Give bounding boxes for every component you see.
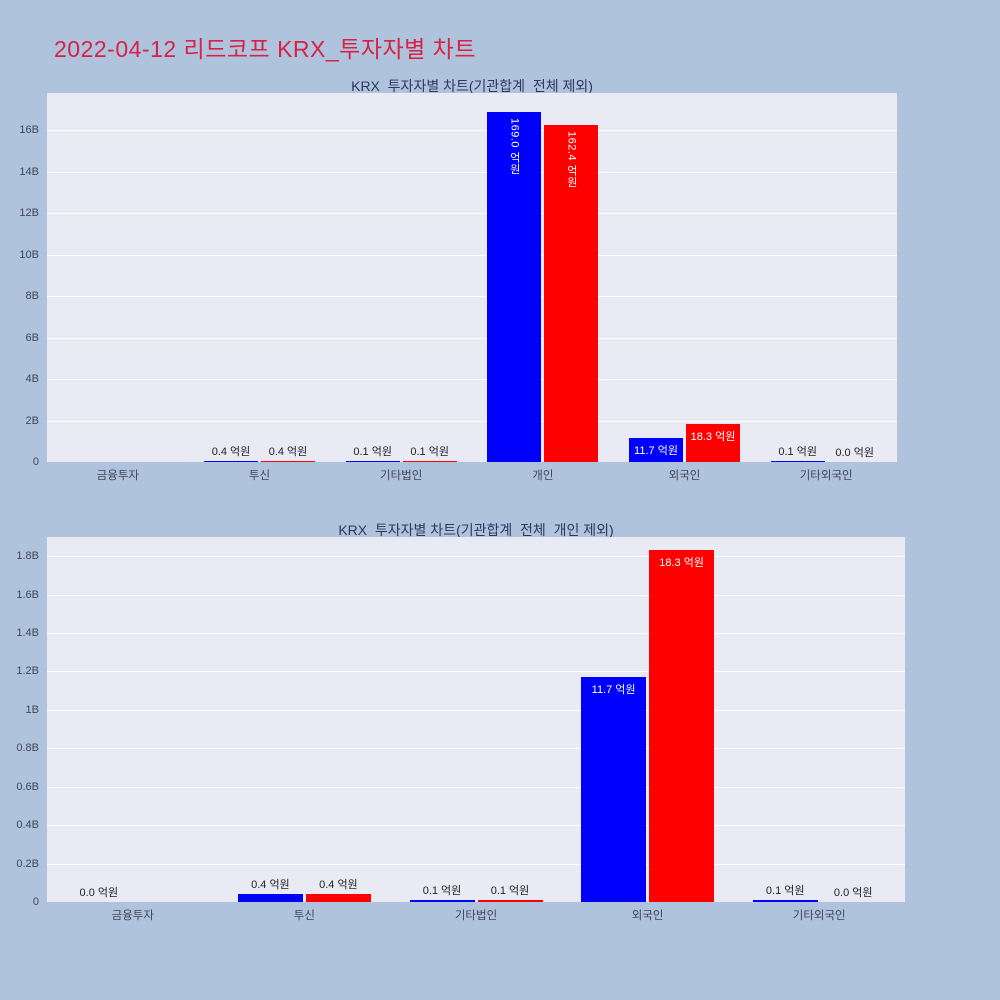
bar-value-label: 18.3 억원 xyxy=(690,431,736,444)
grid-line xyxy=(47,337,897,339)
bar-value-label: 18.3 억원 xyxy=(659,557,704,570)
x-category-label: 금융투자 xyxy=(111,910,154,922)
bar-blue-외국인 xyxy=(629,437,683,462)
grid-line xyxy=(47,296,897,298)
bar-value-label: 0.4 억원 xyxy=(211,445,251,458)
bar-value-label: 0.1 억원 xyxy=(490,885,530,898)
bar-value-label: 169.0 억원 xyxy=(508,117,521,175)
bar-value-label: 0.1 억원 xyxy=(765,885,805,898)
x-category-label: 기타법인 xyxy=(379,470,423,482)
x-category-label: 기타법인 xyxy=(454,910,498,922)
y-tick-label: 1.4B xyxy=(16,627,39,640)
grid-line xyxy=(47,825,905,827)
bar-value-label: 0.1 억원 xyxy=(353,445,392,458)
x-category-label: 투신 xyxy=(293,910,315,922)
bar-blue-기타법인 xyxy=(409,900,475,902)
page-title: 2022-04-12 리드코프 KRX_투자자별 차트 xyxy=(54,36,477,62)
x-category-label: 외국인 xyxy=(668,470,701,482)
bar-value-label: 11.7 억원 xyxy=(634,444,678,457)
chart-top-title: KRX_투자자별 차트(기관합계_전체 제외) xyxy=(351,78,593,94)
x-category-label: 기타외국인 xyxy=(792,910,846,922)
x-category-label: 기타외국인 xyxy=(799,470,853,482)
bar-blue-기타외국인 xyxy=(752,900,818,902)
bar-value-label: 0.4 억원 xyxy=(319,879,358,892)
grid-line xyxy=(47,213,897,215)
bar-blue-기타외국인 xyxy=(770,460,825,462)
bar-value-label: 0.1 억원 xyxy=(422,885,462,898)
bar-value-label: 0.0 억원 xyxy=(835,447,874,459)
bar-blue-개인 xyxy=(487,111,542,462)
bar-blue-투신 xyxy=(204,460,258,462)
x-category-label: 외국인 xyxy=(631,910,664,922)
bar-red-외국인 xyxy=(686,424,740,462)
y-tick-label: 0.4B xyxy=(16,819,39,832)
y-tick-label: 1.8B xyxy=(16,550,39,563)
grid-line xyxy=(47,709,905,711)
bar-value-label: 0.4 억원 xyxy=(251,879,290,892)
bar-red-기타법인 xyxy=(477,900,543,902)
bar-red-투신 xyxy=(261,460,315,462)
bar-value-label: 0.4 억원 xyxy=(268,445,308,458)
bar-red-외국인 xyxy=(649,550,715,902)
bar-blue-외국인 xyxy=(581,677,647,902)
chart-top-plot-area: 0.4 억원 0.4 억원 0.1 억원 0.1 억원 169.0 억원 162.4 억원… xyxy=(47,93,897,462)
bar-blue-기타법인 xyxy=(345,460,400,462)
grid-line xyxy=(47,786,905,788)
y-tick-label: 6B xyxy=(25,331,39,344)
grid-line xyxy=(47,863,905,865)
y-tick-label: 0.2B xyxy=(16,857,39,870)
x-category-label: 개인 xyxy=(532,470,554,482)
y-tick-label: 4B xyxy=(25,373,39,386)
y-tick-label: 8B xyxy=(25,290,39,303)
grid-line xyxy=(47,748,905,750)
grid-line xyxy=(47,130,897,132)
bar-value-label: 0.0 억원 xyxy=(79,887,119,899)
y-tick-label: 0 xyxy=(32,896,39,908)
bar-blue-투신 xyxy=(237,894,303,902)
y-tick-label: 1B xyxy=(25,703,39,716)
y-tick-label: 1.2B xyxy=(16,665,39,678)
x-category-label: 금융투자 xyxy=(96,470,139,482)
grid-line xyxy=(47,633,905,635)
y-tick-label: 10B xyxy=(19,248,39,261)
y-tick-label: 0 xyxy=(32,456,39,468)
grid-line xyxy=(47,556,905,558)
bar-value-label: 162.4 억원 xyxy=(565,131,578,188)
bar-red-투신 xyxy=(305,894,371,902)
y-tick-label: 0.6B xyxy=(16,780,39,793)
grid-line xyxy=(47,254,897,256)
bar-value-label: 11.7 억원 xyxy=(591,684,636,697)
bar-red-개인 xyxy=(544,125,599,462)
y-tick-label: 0.8B xyxy=(16,742,39,755)
x-category-label: 투신 xyxy=(248,470,271,482)
grid-line xyxy=(47,171,897,173)
y-tick-label: 14B xyxy=(19,165,39,178)
y-tick-label: 16B xyxy=(19,124,39,137)
chart-bottom-title: KRX_투자자별 차트(기관합계_전체_개인 제외) xyxy=(338,522,614,538)
grid-line xyxy=(47,420,897,422)
y-tick-label: 12B xyxy=(19,207,39,220)
grid-line xyxy=(47,594,905,596)
y-tick-label: 2B xyxy=(25,414,39,427)
bar-value-label: 0.1 억원 xyxy=(778,445,817,458)
grid-line xyxy=(47,379,897,381)
grid-line xyxy=(47,671,905,673)
y-tick-label: 1.6B xyxy=(16,588,39,601)
bar-value-label: 0.0 억원 xyxy=(833,887,873,899)
bar-red-기타법인 xyxy=(402,460,457,462)
bar-value-label: 0.1 억원 xyxy=(410,445,449,458)
chart-bottom-plot-area: 0.0 억원 0.4 억원 0.4 억원 0.1 억원 0.1 억원 11.7 억원 18.… xyxy=(47,537,905,902)
